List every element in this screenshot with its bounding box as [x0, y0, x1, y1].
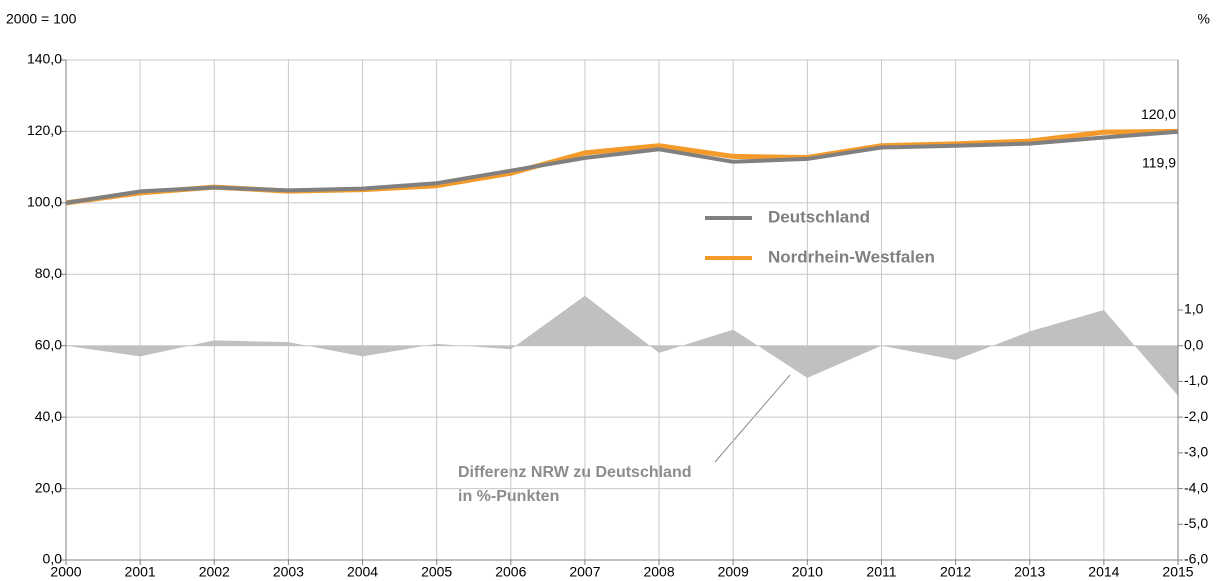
- y-tick-label: 140,0: [27, 51, 62, 67]
- legend-label: Nordrhein-Westfalen: [768, 247, 935, 266]
- x-tick-label: 2013: [1014, 564, 1045, 580]
- x-tick-label: 2012: [940, 564, 971, 580]
- y2-tick-label: -3,0: [1184, 444, 1208, 460]
- line: [65, 129, 1179, 205]
- x-tick-label: 2009: [718, 564, 749, 580]
- x-tick-label: 2000: [50, 564, 81, 580]
- x-tick-label: 2010: [792, 564, 823, 580]
- end-label: 120,0: [1141, 106, 1176, 122]
- y2-tick-label: -5,0: [1184, 515, 1208, 531]
- y-tick-label: 80,0: [35, 265, 62, 281]
- leader-line: [714, 374, 791, 463]
- x-tick-label: 2014: [1088, 564, 1119, 580]
- y-tick-label: 0,0: [43, 551, 63, 567]
- annotation: in %-Punkten: [458, 488, 559, 505]
- y2-axis-label: %: [1198, 11, 1210, 27]
- x-tick-label: 2001: [125, 564, 156, 580]
- y-axis-label: 2000 = 100: [6, 11, 77, 27]
- x-tick-label: 2007: [569, 564, 600, 580]
- y2-tick-label: 0,0: [1184, 336, 1204, 352]
- grid: [65, 59, 1179, 561]
- x-tick-label: 2005: [421, 564, 452, 580]
- x-tick-label: 2015: [1162, 564, 1193, 580]
- y2-tick-label: -6,0: [1184, 551, 1208, 567]
- y-tick-label: 100,0: [27, 194, 62, 210]
- x-tick-label: 2004: [347, 564, 378, 580]
- x-tick-label: 2011: [866, 564, 896, 580]
- x-tick-label: 2003: [273, 564, 304, 580]
- y2-tick-label: -4,0: [1184, 479, 1208, 495]
- y-tick-label: 120,0: [27, 122, 62, 138]
- x-tick-label: 2008: [643, 564, 674, 580]
- y-tick-label: 20,0: [35, 479, 62, 495]
- annotation: Differenz NRW zu Deutschland: [458, 464, 692, 481]
- y2-tick-label: 1,0: [1184, 301, 1204, 317]
- end-label: 119,9: [1142, 154, 1176, 170]
- y-tick-label: 60,0: [35, 336, 62, 352]
- x-tick-label: 2002: [199, 564, 230, 580]
- area: [66, 295, 1178, 396]
- y2-tick-label: -1,0: [1184, 372, 1208, 388]
- y2-tick-label: -2,0: [1184, 408, 1208, 424]
- y-tick-label: 40,0: [35, 408, 62, 424]
- legend-label: Deutschland: [768, 207, 870, 226]
- x-tick-label: 2006: [495, 564, 526, 580]
